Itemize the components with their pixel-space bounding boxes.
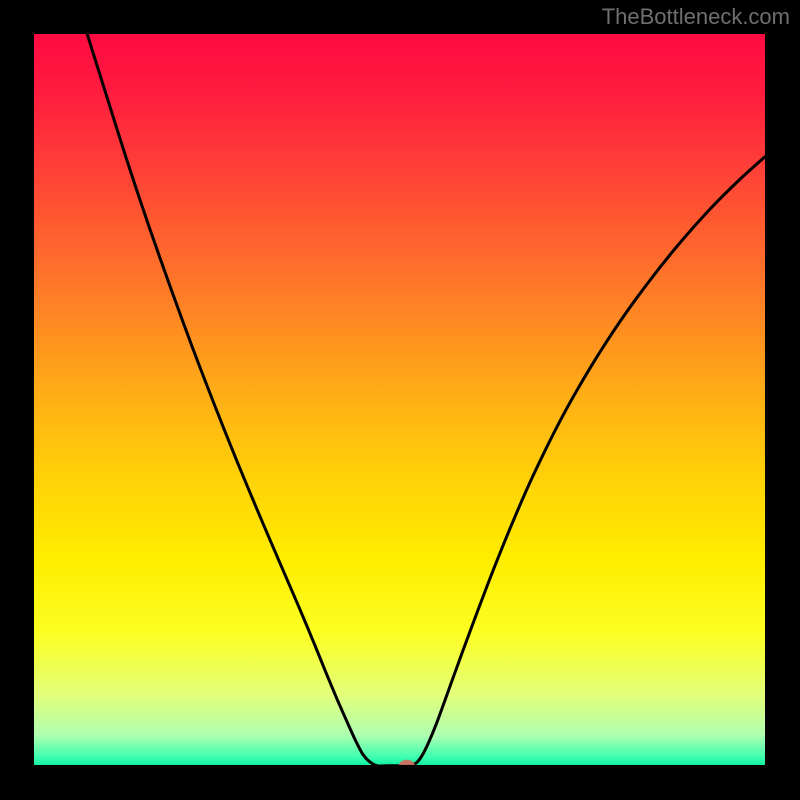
watermark-text: TheBottleneck.com — [602, 4, 790, 29]
plot-background — [31, 31, 768, 768]
bottleneck-chart: TheBottleneck.com — [0, 0, 800, 800]
